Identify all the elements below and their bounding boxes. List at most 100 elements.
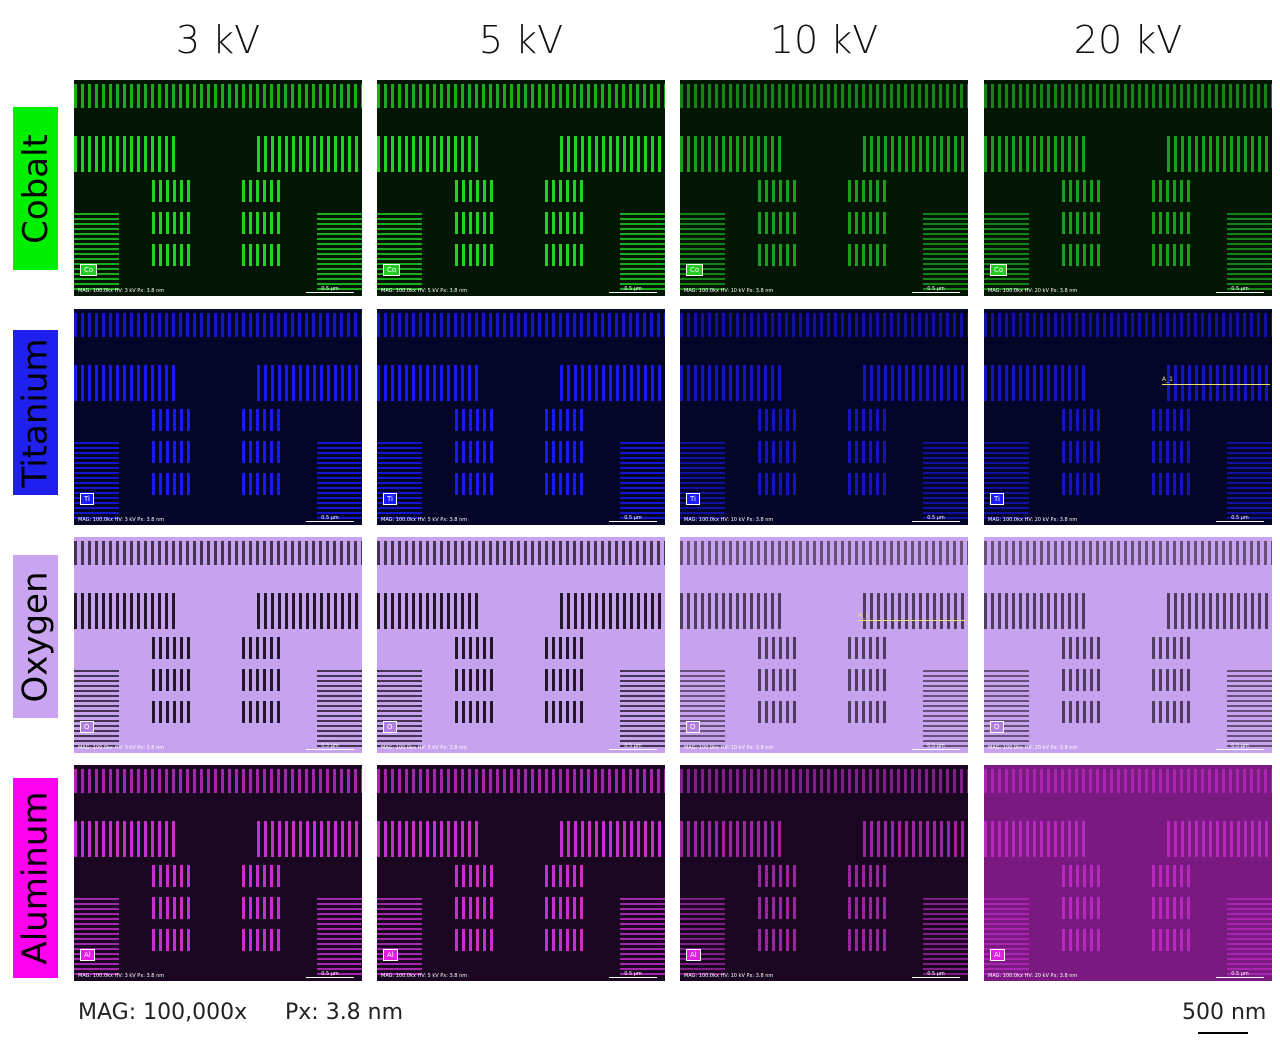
map-feature: [758, 441, 798, 463]
map-feature: [1062, 929, 1102, 951]
map-feature: [848, 929, 888, 951]
map-feature: [1227, 667, 1272, 747]
panel-footer: MAG: 100.0kx HV: 3 kV Px: 3.8 nm: [78, 973, 165, 979]
map-feature: [74, 439, 119, 519]
map-feature: [242, 212, 282, 234]
map-feature: [1062, 180, 1102, 202]
magnification-label: MAG: 100,000x: [78, 1000, 248, 1025]
map-feature: [377, 895, 422, 975]
scalebar-label: 500 nm: [1182, 1000, 1267, 1025]
map-feature: [545, 865, 585, 887]
map-feature: [74, 136, 179, 172]
map-feature: [1062, 701, 1102, 723]
map-feature: [560, 821, 665, 857]
element-badge: Ti: [383, 493, 398, 505]
map-feature: [257, 821, 362, 857]
panel-scalebar: 0.5 µm: [912, 971, 960, 978]
map-feature: [984, 895, 1029, 975]
map-feature: [848, 669, 888, 691]
map-feature: [455, 701, 495, 723]
map-feature: [455, 409, 495, 431]
map-feature: [152, 409, 192, 431]
map-feature: [1062, 473, 1102, 495]
map-feature: [758, 669, 798, 691]
map-feature: [377, 313, 665, 337]
map-feature: [758, 637, 798, 659]
panel-footer: MAG: 100.0kx HV: 5 kV Px: 3.8 nm: [381, 517, 468, 523]
map-feature: [1152, 669, 1192, 691]
element-badge: O: [80, 721, 94, 733]
map-feature: [680, 769, 968, 793]
map-feature: [545, 244, 585, 266]
panel-scalebar: 0.5 µm: [306, 971, 354, 978]
element-badge: Al: [80, 949, 95, 961]
map-feature: [1152, 473, 1192, 495]
map-feature: [377, 439, 422, 519]
map-feature: [257, 593, 362, 629]
map-feature: [680, 313, 968, 337]
map-feature: [545, 473, 585, 495]
map-feature: [984, 365, 1089, 401]
panel-scalebar: 0.5 µm: [1216, 515, 1264, 522]
panel-footer: MAG: 100.0kx HV: 20 kV Px: 3.8 nm: [988, 745, 1078, 751]
scalebar: [1198, 1032, 1248, 1034]
map-feature: [680, 821, 785, 857]
map-feature: [545, 669, 585, 691]
eds-map-aluminum-2: Al MAG: 100.0kx HV: 10 kV Px: 3.8 nm 0.5 µ…: [680, 765, 968, 981]
map-feature: [984, 821, 1089, 857]
map-feature: [923, 210, 968, 290]
map-feature: [455, 637, 495, 659]
map-feature: [848, 865, 888, 887]
map-feature: [984, 136, 1089, 172]
element-badge: Ti: [990, 493, 1005, 505]
panel-scalebar: 0.5 µm: [609, 286, 657, 293]
map-feature: [758, 473, 798, 495]
map-feature: [984, 439, 1029, 519]
row-label-text: Titanium: [15, 338, 56, 487]
panel-footer: MAG: 100.0kx HV: 5 kV Px: 3.8 nm: [381, 745, 468, 751]
map-feature: [1152, 409, 1192, 431]
map-feature: [758, 180, 798, 202]
map-feature: [74, 593, 179, 629]
map-feature: [455, 473, 495, 495]
row-label-text: Aluminum: [15, 791, 56, 965]
map-feature: [74, 541, 362, 565]
eds-map-oxygen-2: O MAG: 100.0kx HV: 10 kV Px: 3.8 nm 0.5 µm…: [680, 537, 968, 753]
map-feature: [317, 895, 362, 975]
map-feature: [455, 180, 495, 202]
map-feature: [1062, 244, 1102, 266]
map-feature: [455, 897, 495, 919]
panel-footer: MAG: 100.0kx HV: 5 kV Px: 3.8 nm: [381, 288, 468, 294]
map-feature: [242, 244, 282, 266]
column-header: 3 kV: [175, 18, 261, 62]
element-badge: O: [686, 721, 700, 733]
map-feature: [620, 210, 665, 290]
map-feature: [848, 212, 888, 234]
element-badge: O: [990, 721, 1004, 733]
map-feature: [758, 865, 798, 887]
map-feature: [317, 210, 362, 290]
element-badge: Co: [686, 264, 704, 276]
map-feature: [680, 365, 785, 401]
map-feature: [1152, 897, 1192, 919]
map-feature: [560, 365, 665, 401]
map-feature: [680, 667, 725, 747]
map-feature: [257, 365, 362, 401]
map-feature: [1062, 441, 1102, 463]
map-feature: [1167, 136, 1272, 172]
map-feature: [74, 313, 362, 337]
map-feature: [863, 365, 968, 401]
panel-footer: MAG: 100.0kx HV: 10 kV Px: 3.8 nm: [684, 973, 774, 979]
map-feature: [848, 897, 888, 919]
panel-footer: MAG: 100.0kx HV: 20 kV Px: 3.8 nm: [988, 288, 1078, 294]
map-feature: [455, 212, 495, 234]
map-feature: [1152, 212, 1192, 234]
map-feature: [848, 473, 888, 495]
map-feature: [680, 84, 968, 108]
map-feature: [1062, 409, 1102, 431]
panel-footer: MAG: 100.0kx HV: 5 kV Px: 3.8 nm: [381, 973, 468, 979]
row-label-oxygen: Oxygen: [13, 555, 58, 718]
panel-footer: MAG: 100.0kx HV: 3 kV Px: 3.8 nm: [78, 745, 165, 751]
map-feature: [242, 441, 282, 463]
pixel-size-label: Px: 3.8 nm: [285, 1000, 404, 1025]
